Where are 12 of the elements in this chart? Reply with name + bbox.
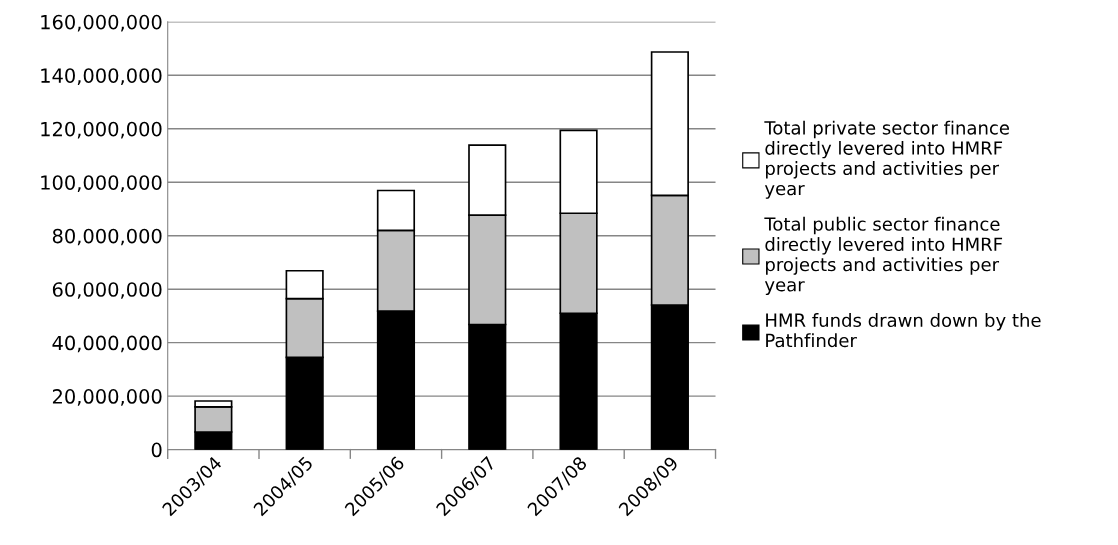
y-tick-label: 100,000,000 (41, 175, 162, 192)
y-tick-label: 80,000,000 (52, 228, 162, 246)
legend-label: HMR funds drawn down by the Pathfinder (766, 313, 1041, 348)
y-tick-label: 60,000,000 (52, 282, 162, 299)
y-tick-label: 20,000,000 (52, 389, 162, 406)
legend-label: Total private sector finance directly levered into HMRF projects and activities per year (764, 120, 1010, 199)
y-tick-label: 40,000,000 (52, 335, 162, 353)
y-tick-label: 140,000,000 (41, 68, 162, 85)
y-tick-label: 120,000,000 (41, 121, 162, 139)
legend-label: Total public sector finance directly levered into HMRF projects and activities per year (764, 216, 1003, 295)
y-tick-label: 0 (151, 442, 162, 458)
y-tick-label: 160,000,000 (41, 14, 162, 32)
